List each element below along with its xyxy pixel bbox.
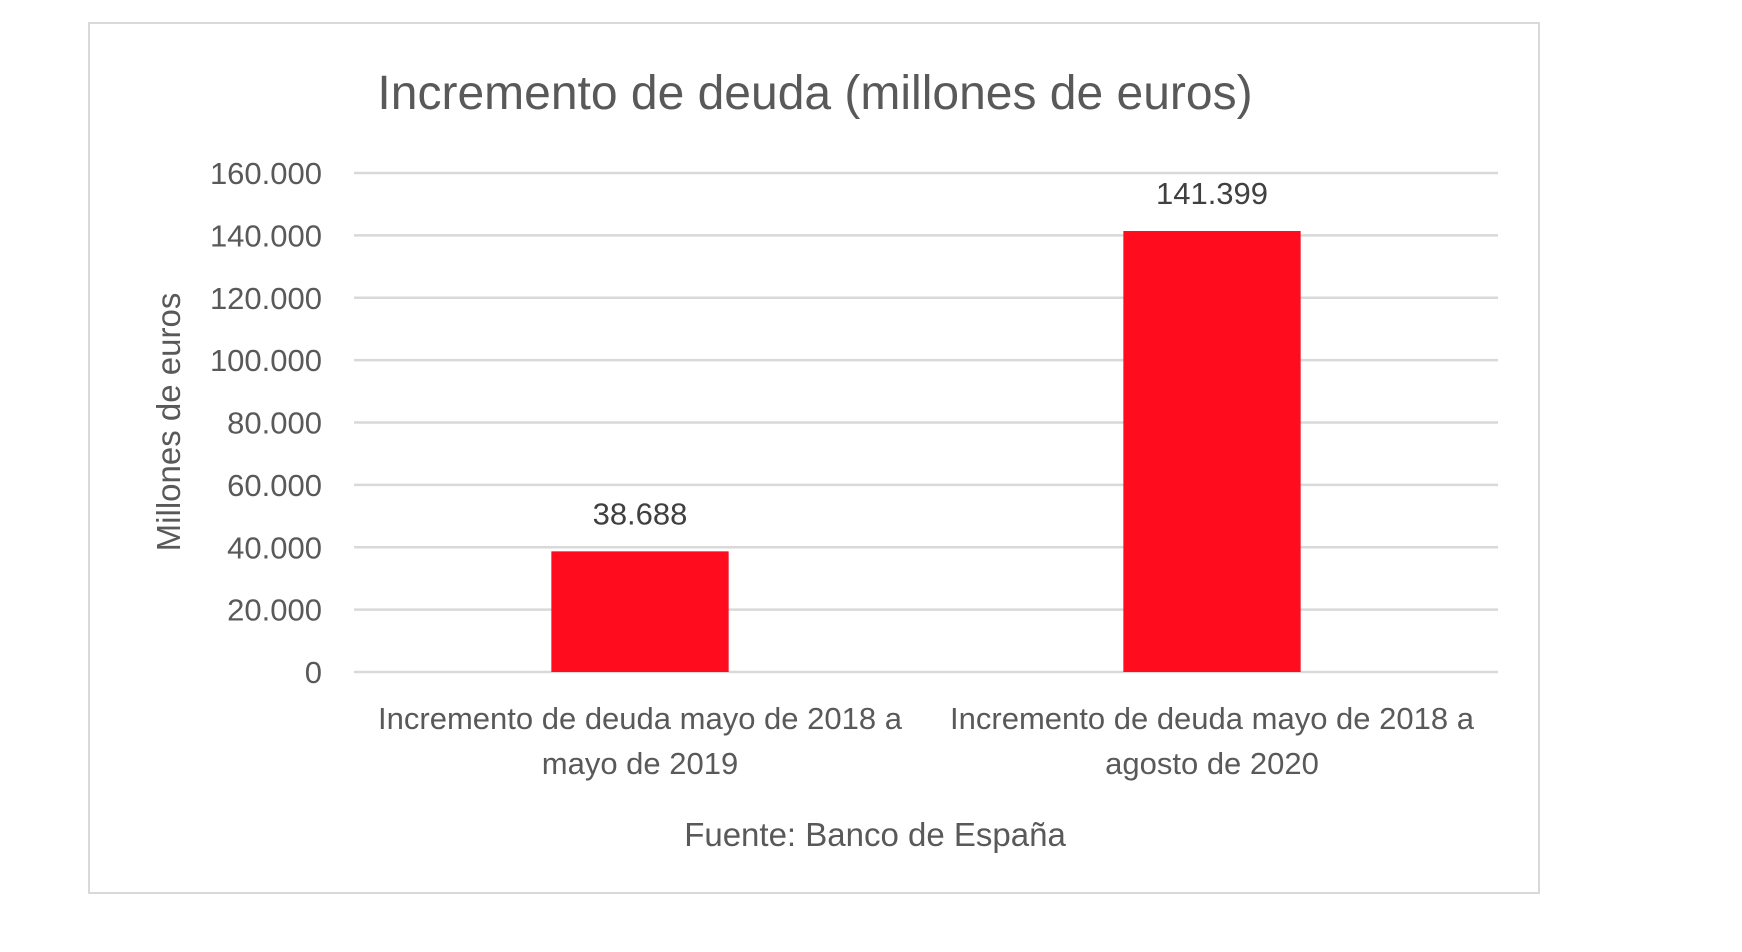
y-tick-label: 40.000 <box>227 530 322 565</box>
x-category-line: agosto de 2020 <box>1105 746 1319 781</box>
x-category-label: Incremento de deuda mayo de 2018 a agosto… <box>950 701 1475 781</box>
x-category-line: Incremento de deuda mayo de 2018 a <box>378 701 903 736</box>
x-category-label: Incremento de deuda mayo de 2018 a mayo d… <box>378 701 903 781</box>
x-axis-categories: Incremento de deuda mayo de 2018 a mayo d… <box>378 701 1475 781</box>
bars <box>551 231 1301 672</box>
y-tick-label: 60.000 <box>227 468 322 503</box>
x-category-line: Incremento de deuda mayo de 2018 a <box>950 701 1475 736</box>
y-tick-label: 100.000 <box>210 343 322 378</box>
bar <box>1123 231 1301 672</box>
source-note: Fuente: Banco de España <box>684 816 1066 853</box>
data-label: 141.399 <box>1156 176 1268 211</box>
gridlines <box>354 171 1498 674</box>
y-tick-label: 120.000 <box>210 281 322 316</box>
y-axis-ticks: 0 20.000 40.000 60.000 80.000 100.000 120.000 1… <box>210 156 322 690</box>
y-tick-label: 80.000 <box>227 406 322 441</box>
y-tick-label: 140.000 <box>210 218 322 253</box>
x-category-line: mayo de 2019 <box>542 746 738 781</box>
bar <box>551 551 729 672</box>
data-label: 38.688 <box>593 496 688 531</box>
y-tick-label: 160.000 <box>210 156 322 191</box>
y-tick-label: 0 <box>305 655 322 690</box>
y-tick-label: 20.000 <box>227 593 322 628</box>
y-axis-title: Millones de euros <box>150 293 187 552</box>
data-labels: 38.688 141.399 <box>593 176 1268 531</box>
chart-title: Incremento de deuda (millones de euros) <box>377 67 1252 120</box>
